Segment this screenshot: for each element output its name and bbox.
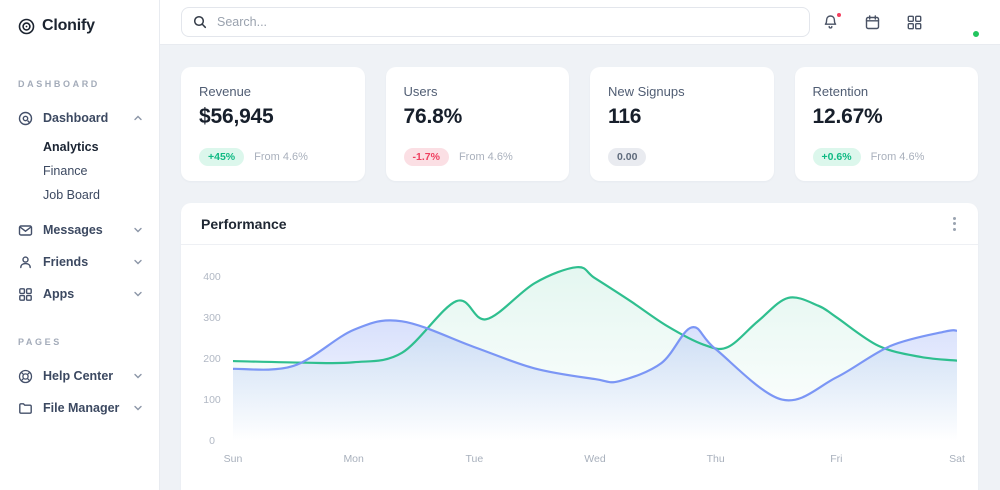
stat-badge: -1.7% — [403, 148, 449, 166]
sidebar-item-label: File Manager — [43, 401, 120, 415]
calendar-icon[interactable] — [864, 14, 881, 31]
sidebar-item-file-manager[interactable]: File Manager — [0, 393, 159, 423]
chevron-up-icon — [133, 113, 143, 123]
stat-title: Revenue — [199, 84, 252, 99]
x-tick-label: Sat — [949, 453, 965, 465]
chevron-down-icon — [133, 371, 143, 381]
chevron-down-icon — [133, 257, 143, 267]
stat-card-users: Users 76.8% -1.7% From 4.6% — [385, 67, 569, 181]
folder-icon — [18, 401, 33, 416]
sidebar-item-label: Help Center — [43, 369, 114, 383]
sidebar-item-apps[interactable]: Apps — [0, 279, 159, 309]
stat-value: 12.67% — [812, 105, 883, 128]
chevron-down-icon — [133, 225, 143, 235]
stat-badge: 0.00 — [608, 148, 647, 166]
sidebar-subitem-job-board[interactable]: Job Board — [43, 188, 100, 202]
x-tick-label: Tue — [465, 453, 484, 465]
logo-icon — [18, 18, 35, 35]
logo[interactable]: Clonify — [0, 13, 159, 39]
stat-note: From 4.6% — [458, 151, 513, 163]
section-label-dashboard: DASHBOARD — [18, 79, 100, 89]
x-tick-label: Wed — [584, 453, 606, 465]
sidebar-subitem-analytics[interactable]: Analytics — [43, 140, 99, 154]
notification-alert-dot — [836, 11, 842, 18]
sidebar-subitem-finance[interactable]: Finance — [43, 164, 88, 178]
y-tick-label: 300 — [203, 312, 221, 324]
y-tick-label: 0 — [209, 435, 215, 447]
stat-title: New Signups — [608, 84, 685, 99]
y-axis: 0 100 200 300 400 — [201, 254, 223, 447]
sidebar-item-dashboard[interactable]: Dashboard — [0, 103, 159, 133]
sidebar-item-messages[interactable]: Messages — [0, 215, 159, 245]
stat-note: From 4.6% — [870, 151, 925, 163]
stat-card-retention: Retention 12.67% +0.6% From 4.6% — [794, 67, 978, 181]
x-tick-label: Thu — [706, 453, 725, 465]
stat-title: Users — [403, 84, 438, 99]
sidebar: Clonify DASHBOARD Dashboard Analytics Fi… — [0, 0, 160, 490]
user-avatar[interactable] — [948, 7, 980, 38]
user-icon — [18, 255, 33, 270]
stat-title: Retention — [812, 84, 869, 99]
section-label-pages: PAGES — [18, 337, 62, 347]
stat-value: 76.8% — [403, 105, 463, 128]
performance-plot: Sun Mon Tue Wed Thu Fri Sat — [224, 254, 965, 480]
stat-card-new-signups: New Signups 116 0.00 — [590, 67, 774, 181]
search-input[interactable] — [215, 14, 798, 30]
y-tick-label: 400 — [203, 271, 221, 283]
sidebar-item-label: Dashboard — [43, 111, 109, 125]
stat-value: 116 — [608, 105, 642, 128]
performance-header: Performance — [181, 203, 978, 245]
y-tick-label: 100 — [203, 394, 221, 406]
topbar — [160, 0, 1000, 45]
dashboard-sub-list: Analytics Finance Job Board — [0, 135, 159, 207]
search-icon — [193, 15, 207, 29]
stat-card-revenue: Revenue $56,945 +45% From 4.6% — [181, 67, 365, 181]
performance-chart-svg — [233, 266, 957, 441]
sidebar-item-friends[interactable]: Friends — [0, 247, 159, 277]
apps-grid-icon[interactable] — [906, 14, 923, 31]
sidebar-item-label: Friends — [43, 255, 89, 269]
stat-note: From 4.6% — [254, 151, 308, 163]
y-tick-label: 200 — [203, 353, 221, 365]
stat-badge: +45% — [199, 148, 245, 166]
chart-title: Performance — [201, 215, 287, 232]
stats-row: Revenue $56,945 +45% From 4.6% Users 76.… — [181, 67, 978, 181]
x-tick-label: Fri — [830, 453, 843, 465]
dashboard-icon — [18, 111, 33, 126]
sidebar-item-help-center[interactable]: Help Center — [0, 361, 159, 391]
chevron-down-icon — [133, 403, 143, 413]
topbar-actions — [822, 7, 980, 38]
performance-chart: 0 100 200 300 400 Sun Mon Tue Wed Thu Fri Sat — [181, 245, 978, 480]
notifications-bell-icon[interactable] — [822, 11, 842, 31]
lifebuoy-icon — [18, 369, 33, 384]
performance-card: Performance 0 100 200 300 400 Sun Mon Tue Wed Th… — [181, 203, 978, 490]
kebab-menu-icon[interactable] — [945, 211, 964, 237]
stat-value: $56,945 — [199, 105, 274, 128]
sidebar-item-label: Apps — [43, 287, 75, 301]
search-box[interactable] — [181, 7, 810, 37]
x-tick-label: Sun — [223, 453, 243, 465]
stat-badge: +0.6% — [812, 148, 861, 166]
sidebar-item-label: Messages — [43, 223, 103, 237]
brand-name: Clonify — [42, 17, 95, 34]
chevron-down-icon — [133, 289, 143, 299]
mail-icon — [18, 223, 33, 238]
content: Revenue $56,945 +45% From 4.6% Users 76.… — [160, 45, 1000, 490]
x-tick-label: Mon — [343, 453, 364, 465]
grid-icon — [18, 287, 33, 302]
main-area: Revenue $56,945 +45% From 4.6% Users 76.… — [160, 0, 1000, 490]
online-status-dot — [972, 30, 980, 38]
